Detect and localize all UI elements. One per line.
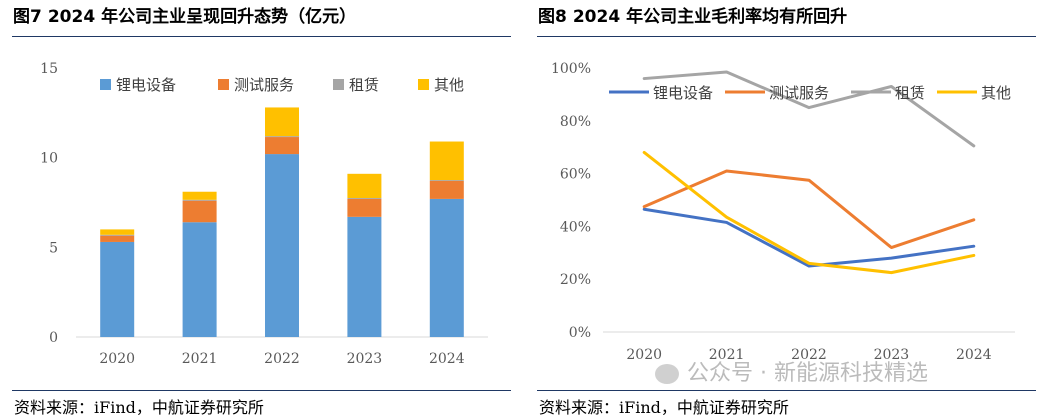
legend-swatch [100, 79, 111, 90]
x-tick-label: 2021 [182, 351, 218, 367]
bottom-rule [537, 390, 1036, 391]
bar-segment [429, 198, 464, 337]
bar-segment [429, 141, 464, 181]
legend-swatch [333, 79, 344, 90]
stacked-bar-chart: 0 5 10 15 2020 2021 2022 2023 2024 锂电设备 测试服务 租赁 其他 [40, 61, 488, 367]
legend-swatch [418, 79, 429, 90]
legend-label: 租赁 [895, 84, 925, 102]
x-tick-label: 2020 [99, 351, 135, 367]
watermark-text: 公众号 · 新能源科技精选 [687, 361, 928, 386]
series-line [642, 150, 976, 275]
bar-segment [265, 136, 299, 138]
figure-7-label: 图7 [13, 7, 42, 27]
bar-segment [347, 173, 382, 199]
bar-segment [182, 199, 217, 201]
bar-segment [429, 180, 464, 199]
bar-segment [429, 180, 464, 181]
series-line [642, 70, 976, 148]
figure-7-title: 图7 2024 年公司主业呈现回升态势（亿元） [13, 2, 362, 27]
y-tick-label: 100% [551, 61, 591, 77]
line-chart: 0% 20% 40% 60% 80% 100% 2020 2021 2022 2023 2024 锂电… [551, 61, 1015, 363]
x-tick-label: 2020 [626, 347, 662, 363]
x-tick-label: 2024 [429, 351, 465, 367]
bar-segment [265, 154, 299, 337]
y-tick-label: 40% [560, 219, 591, 235]
series-line [642, 207, 976, 268]
watermark: 公众号 · 新能源科技精选 [655, 355, 928, 387]
x-tick-label: 2023 [874, 347, 910, 363]
figure-8-source: 资料来源：iFind，中航证券研究所 [539, 398, 789, 417]
x-tick-label: 2023 [347, 351, 383, 367]
figure-8-title-text: 2024 年公司主业毛利率均有所回升 [572, 7, 848, 27]
y-tick-label: 15 [40, 61, 58, 77]
figure-8-label: 图8 [538, 7, 567, 27]
x-tick-label: 2021 [709, 347, 745, 363]
y-tick-label: 0% [569, 325, 591, 341]
bar-segment [100, 241, 135, 337]
bar-segment [182, 200, 217, 223]
top-rule [12, 36, 511, 37]
y-tick-label: 10 [40, 151, 58, 167]
y-tick-label: 60% [560, 167, 591, 183]
bar-segment [100, 235, 135, 242]
x-tick-label: 2022 [791, 347, 827, 363]
y-tick-label: 0 [49, 330, 58, 346]
bar-segment [265, 137, 299, 155]
top-rule [537, 36, 1036, 37]
figure-7-source: 资料来源：iFind，中航证券研究所 [14, 398, 264, 417]
bar-segment [347, 198, 382, 199]
bar-segment [100, 229, 135, 235]
x-tick-label: 2022 [264, 351, 300, 367]
legend-label: 锂电设备 [116, 76, 176, 94]
figure-8-panel: 图8 2024 年公司主业毛利率均有所回升 0% 20% 40% 60% 80% 100% 2… [525, 0, 1050, 417]
legend-label: 测试服务 [769, 84, 829, 102]
figure-7-title-text: 2024 年公司主业呈现回升态势（亿元） [47, 7, 357, 27]
legend-label: 测试服务 [234, 76, 294, 94]
bar-segment [347, 198, 382, 217]
legend-label: 其他 [981, 84, 1011, 102]
y-tick-label: 80% [560, 114, 591, 130]
legend-label: 租赁 [349, 76, 379, 94]
bar-segment [182, 222, 217, 337]
bar-segment [265, 107, 299, 137]
bar-segment [347, 216, 382, 337]
bar-segment [100, 234, 135, 236]
legend-label: 锂电设备 [653, 84, 713, 102]
series-line [642, 169, 976, 250]
legend-swatch [218, 79, 229, 90]
legend-label: 其他 [434, 76, 464, 94]
figure-8-title: 图8 2024 年公司主业毛利率均有所回升 [538, 2, 853, 27]
bar-segment [182, 191, 217, 200]
figure-7-panel: 图7 2024 年公司主业呈现回升态势（亿元） 0 5 10 15 2020 2021 202… [0, 0, 525, 417]
y-tick-label: 20% [560, 272, 591, 288]
x-tick-label: 2024 [956, 347, 992, 363]
wechat-icon [655, 364, 679, 384]
y-tick-label: 5 [49, 240, 58, 256]
bottom-rule [12, 390, 511, 391]
